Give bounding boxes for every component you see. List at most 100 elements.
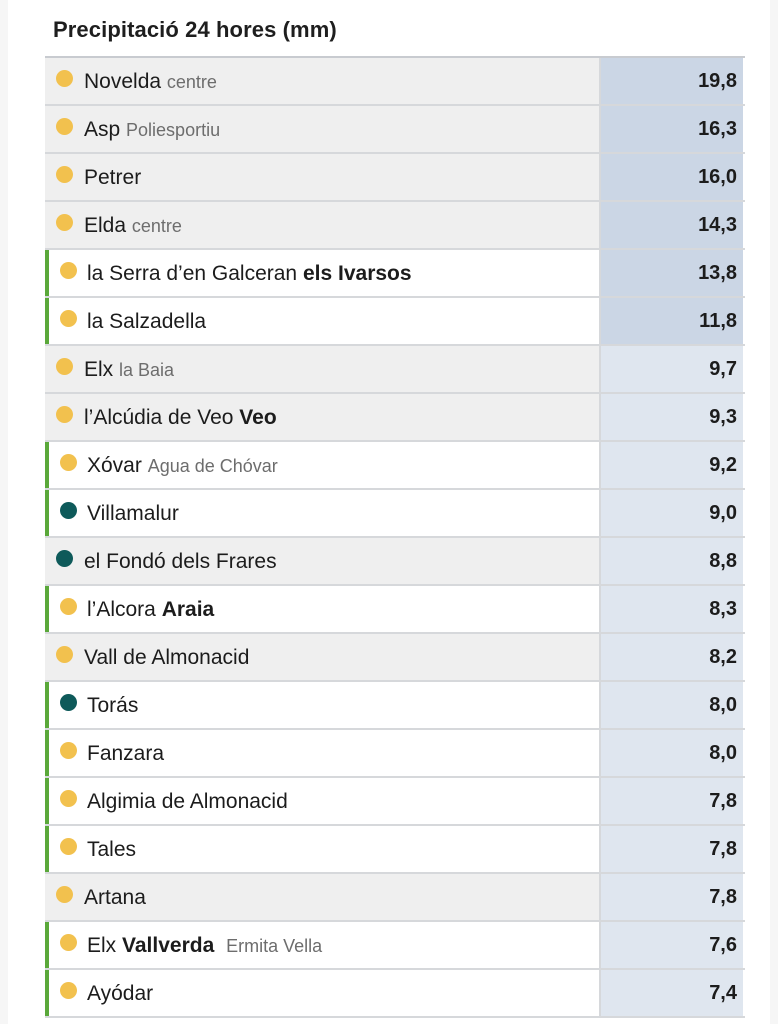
table-row[interactable]: Torás 8,0 [45, 682, 745, 730]
station-cell: Artana [45, 874, 601, 920]
station-name: Artana [84, 886, 146, 909]
station-label: la Serra d’en Galceran els Ivarsos [87, 262, 412, 286]
station-label: l’Alcúdia de Veo Veo [84, 406, 277, 430]
table-row[interactable]: Petrer 16,0 [45, 154, 745, 202]
table-row[interactable]: Elda centre 14,3 [45, 202, 745, 250]
station-cell: Petrer [45, 154, 601, 200]
status-dot-yellow-icon [60, 262, 77, 279]
precipitation-value: 9,3 [709, 406, 737, 428]
station-name: Tales [87, 838, 137, 861]
status-dot-yellow-icon [56, 406, 73, 423]
precipitation-value: 8,3 [709, 598, 737, 620]
station-cell: Elx la Baia [45, 346, 601, 392]
station-name: el Fondó dels Frares [84, 550, 277, 573]
station-name: la Salzadella [87, 310, 207, 333]
table-row[interactable]: la Salzadella 11,8 [45, 298, 745, 346]
precipitation-value: 16,3 [698, 118, 737, 140]
table-row[interactable]: Vall de Almonacid 8,2 [45, 634, 745, 682]
precipitation-value: 7,8 [709, 838, 737, 860]
value-cell: 8,3 [601, 586, 743, 632]
station-label: Elx Vallverda Ermita Vella [87, 934, 322, 958]
precipitation-value: 8,0 [709, 742, 737, 764]
status-dot-yellow-icon [56, 358, 73, 375]
station-location: Ermita Vella [226, 936, 323, 956]
status-dot-yellow-icon [60, 742, 77, 759]
value-cell: 16,3 [601, 106, 743, 152]
station-area: Vallverda [122, 934, 215, 957]
status-dot-yellow-icon [56, 646, 73, 663]
value-cell: 8,8 [601, 538, 743, 584]
precipitation-value: 7,6 [709, 934, 737, 956]
value-cell: 8,2 [601, 634, 743, 680]
station-location: centre [131, 216, 182, 236]
value-cell: 7,6 [601, 922, 743, 968]
precipitation-value: 8,8 [709, 550, 737, 572]
station-cell: la Serra d’en Galceran els Ivarsos [45, 250, 601, 296]
station-label: el Fondó dels Frares [84, 550, 277, 574]
table-row[interactable]: Algimia de Almonacid 7,8 [45, 778, 745, 826]
status-dot-yellow-icon [56, 886, 73, 903]
precipitation-value: 8,0 [709, 694, 737, 716]
station-label: Elx la Baia [84, 358, 174, 382]
station-name: Ayódar [87, 982, 154, 1005]
station-name: Elx [84, 358, 114, 381]
station-label: Asp Poliesportiu [84, 118, 220, 142]
table-row[interactable]: Xóvar Agua de Chóvar 9,2 [45, 442, 745, 490]
value-cell: 9,0 [601, 490, 743, 536]
status-dot-yellow-icon [60, 790, 77, 807]
precipitation-value: 9,7 [709, 358, 737, 380]
table-row[interactable]: Elx Vallverda Ermita Vella 7,6 [45, 922, 745, 970]
table-row[interactable]: Tales 7,8 [45, 826, 745, 874]
table-row[interactable]: Fanzara 8,0 [45, 730, 745, 778]
station-cell: Novelda centre [45, 58, 601, 104]
station-cell: Villamalur [45, 490, 601, 536]
precipitation-value: 7,8 [709, 790, 737, 812]
status-dot-yellow-icon [60, 934, 77, 951]
station-label: Xóvar Agua de Chóvar [87, 454, 278, 478]
table-row[interactable]: l’Alcúdia de Veo Veo 9,3 [45, 394, 745, 442]
station-cell: l’Alcúdia de Veo Veo [45, 394, 601, 440]
station-area: Araia [161, 598, 215, 621]
station-location: Agua de Chóvar [147, 456, 278, 476]
station-name: Vall de Almonacid [84, 646, 250, 669]
value-cell: 16,0 [601, 154, 743, 200]
table-row[interactable]: l’Alcora Araia 8,3 [45, 586, 745, 634]
station-label: Tales [87, 838, 136, 862]
value-cell: 14,3 [601, 202, 743, 248]
station-location: Poliesportiu [126, 120, 221, 140]
station-label: Algimia de Almonacid [87, 790, 288, 814]
station-name: Novelda [84, 70, 162, 93]
status-dot-yellow-icon [60, 310, 77, 327]
station-label: Vall de Almonacid [84, 646, 249, 670]
table-row[interactable]: Villamalur 9,0 [45, 490, 745, 538]
value-cell: 11,8 [601, 298, 743, 344]
station-label: Artana [84, 886, 146, 910]
station-label: l’Alcora Araia [87, 598, 214, 622]
status-dot-yellow-icon [60, 598, 77, 615]
status-dot-teal-icon [60, 502, 77, 519]
station-name: Torás [87, 694, 139, 717]
table-row[interactable]: la Serra d’en Galceran els Ivarsos 13,8 [45, 250, 745, 298]
station-name: l’Alcúdia de Veo [84, 406, 234, 429]
station-area: Veo [239, 406, 277, 429]
table-row[interactable]: Ayódar 7,4 [45, 970, 745, 1018]
station-cell: Fanzara [45, 730, 601, 776]
station-cell: la Salzadella [45, 298, 601, 344]
station-cell: Asp Poliesportiu [45, 106, 601, 152]
precipitation-value: 14,3 [698, 214, 737, 236]
table-row[interactable]: Artana 7,8 [45, 874, 745, 922]
table-row[interactable]: Novelda centre 19,8 [45, 58, 745, 106]
table-row[interactable]: Elx la Baia 9,7 [45, 346, 745, 394]
station-location: la Baia [119, 360, 175, 380]
table-row[interactable]: el Fondó dels Frares 8,8 [45, 538, 745, 586]
value-cell: 8,0 [601, 682, 743, 728]
status-dot-yellow-icon [60, 838, 77, 855]
value-cell: 19,8 [601, 58, 743, 104]
station-cell: Elx Vallverda Ermita Vella [45, 922, 601, 968]
station-label: Torás [87, 694, 138, 718]
table-row[interactable]: Asp Poliesportiu 16,3 [45, 106, 745, 154]
station-cell: el Fondó dels Frares [45, 538, 601, 584]
station-label: Elda centre [84, 214, 182, 238]
precipitation-value: 9,0 [709, 502, 737, 524]
status-dot-teal-icon [60, 694, 77, 711]
